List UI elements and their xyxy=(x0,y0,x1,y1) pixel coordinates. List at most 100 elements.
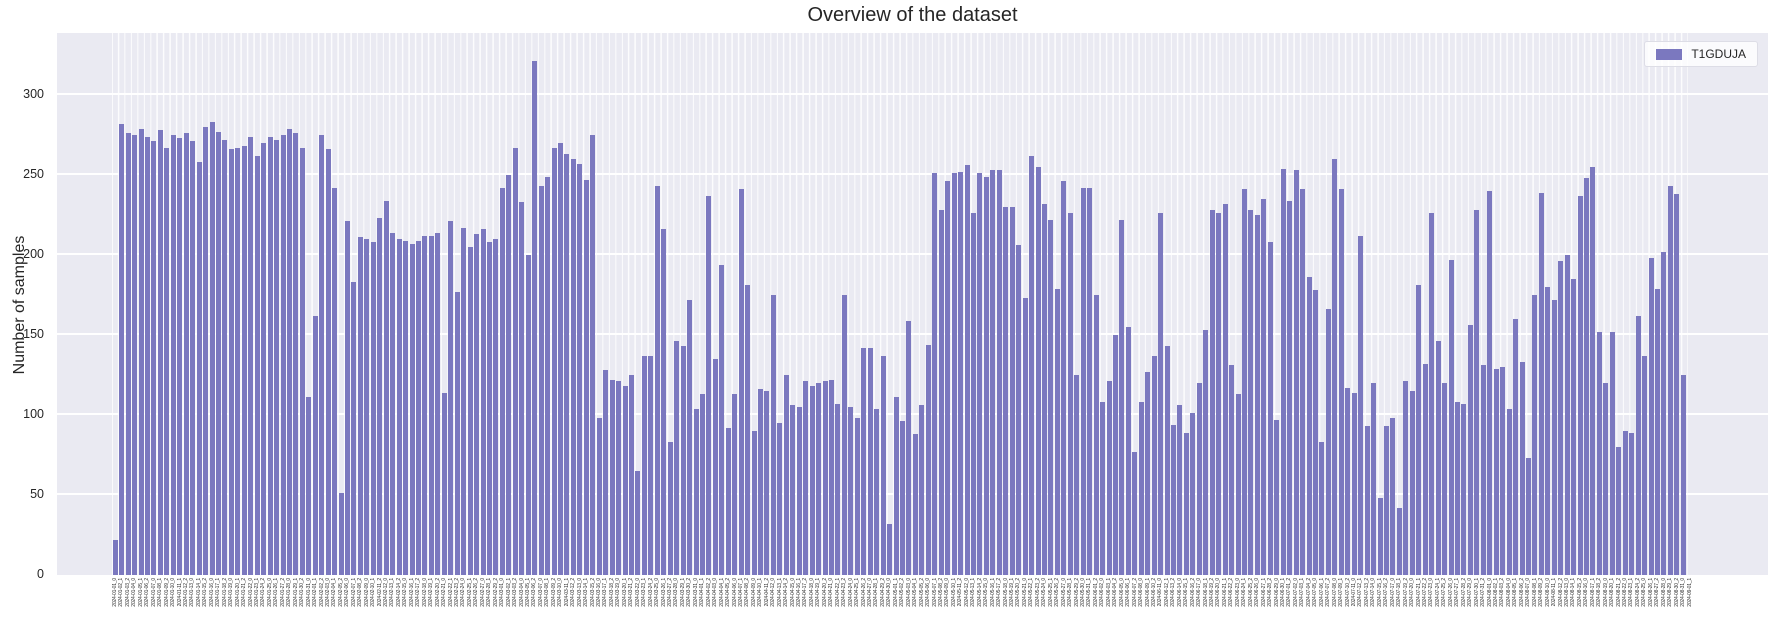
bar xyxy=(893,397,899,575)
bar xyxy=(880,355,886,575)
bar xyxy=(1041,203,1047,575)
bar-slot xyxy=(1616,33,1622,575)
bar xyxy=(1009,207,1015,575)
bar xyxy=(1674,194,1680,575)
bar xyxy=(758,389,764,575)
bar xyxy=(1596,331,1602,575)
bar xyxy=(519,202,525,575)
x-tick-label: 2024-01-19_0 xyxy=(228,578,235,607)
bar xyxy=(196,162,202,575)
bar-slot xyxy=(1628,33,1635,575)
bar xyxy=(654,186,660,575)
bar-slot xyxy=(1454,33,1460,575)
bar xyxy=(1345,387,1351,575)
bar-slot xyxy=(1674,33,1680,575)
bar xyxy=(628,375,634,575)
x-tick-label: 2024-03-06_2 xyxy=(531,578,538,607)
bar-slot xyxy=(596,33,602,575)
x-tick-label: 2024-06-09_1 xyxy=(1144,578,1151,607)
bar xyxy=(861,347,867,575)
y-tick-label: 0 xyxy=(37,567,44,581)
bar xyxy=(970,213,976,575)
x-tick-label: 2024-07-29_0 xyxy=(1467,578,1474,607)
x-tick-label: 2024-05-20_2 xyxy=(1015,578,1022,607)
bar-slot xyxy=(680,33,686,575)
bar-slot xyxy=(673,33,680,575)
bar xyxy=(241,146,247,575)
bar-slot xyxy=(454,33,460,575)
bar xyxy=(377,218,383,575)
bar-slot xyxy=(1164,33,1170,575)
bar-slot xyxy=(1661,33,1667,575)
bar xyxy=(1074,375,1080,575)
bar-slot xyxy=(1306,33,1312,575)
x-tick-label: 2024-01-21_2 xyxy=(241,578,248,607)
bar-slot xyxy=(880,33,886,575)
bar xyxy=(1403,381,1409,575)
bar xyxy=(299,147,305,575)
bar-slot xyxy=(641,33,647,575)
x-tick-label: 2024-01-30_2 xyxy=(299,578,306,607)
bar-slot xyxy=(796,33,802,575)
bar-slot xyxy=(131,33,138,575)
bar-slot xyxy=(506,33,512,575)
bar xyxy=(267,136,273,575)
bar-slot xyxy=(1325,33,1331,575)
bar-slot xyxy=(1293,33,1299,575)
bar xyxy=(190,141,196,575)
bar-slot xyxy=(1545,33,1551,575)
bar-slot xyxy=(635,33,641,575)
bar-slot xyxy=(996,33,1002,575)
bar xyxy=(1351,392,1357,575)
x-tick-label: 2024-05-04_1 xyxy=(912,578,919,607)
bar xyxy=(1158,213,1164,575)
bar-slot xyxy=(209,33,215,575)
bar xyxy=(487,242,492,575)
bar-slot xyxy=(377,33,383,575)
bar xyxy=(235,147,241,575)
bar xyxy=(1319,442,1325,575)
x-tick-label: 2024-04-04_1 xyxy=(718,578,725,607)
bar xyxy=(209,122,215,575)
x-tick-label: 2024-01-17_1 xyxy=(215,578,222,607)
bar-slot xyxy=(602,33,609,575)
bar-slot xyxy=(1215,33,1222,575)
bar xyxy=(874,408,880,575)
x-tick-label: 2024-03-04_0 xyxy=(518,578,525,607)
bar xyxy=(945,181,951,575)
x-tick-label: 2024-02-01_1 xyxy=(312,578,319,607)
bar-slot xyxy=(1138,33,1144,575)
bar xyxy=(1125,327,1131,575)
bar xyxy=(958,171,964,575)
x-tick-label: 2024-08-27_2 xyxy=(1654,578,1661,607)
x-tick-label: 2024-06-24_1 xyxy=(1241,578,1248,607)
bar xyxy=(493,239,499,575)
legend-swatch-icon xyxy=(1656,48,1683,60)
bar-slot xyxy=(396,33,402,575)
bar xyxy=(1112,335,1118,575)
bar-slot xyxy=(460,33,467,575)
bar-slot xyxy=(1048,33,1054,575)
bar xyxy=(132,135,138,575)
bar xyxy=(1609,331,1615,575)
bar xyxy=(1313,290,1318,575)
x-tick-label: 2024-05-18_0 xyxy=(1002,578,1009,607)
bar xyxy=(990,170,996,575)
y-tick-label: 150 xyxy=(23,327,44,341)
x-tick-label: 2024-04-28_1 xyxy=(873,578,880,607)
bar xyxy=(506,175,512,575)
x-tick-label: 2024-05-29_2 xyxy=(1073,578,1080,607)
bar-slot xyxy=(570,33,576,575)
bar-slot xyxy=(493,33,499,575)
bar xyxy=(745,285,751,575)
bar xyxy=(1500,367,1506,575)
bar-slot xyxy=(925,33,931,575)
bar xyxy=(1280,168,1286,575)
x-tick-label: 2024-03-19_0 xyxy=(615,578,622,607)
bar-slot xyxy=(564,33,570,575)
bar-slot xyxy=(1299,33,1306,575)
bar xyxy=(1364,426,1370,575)
bar-slot xyxy=(732,33,738,575)
bar xyxy=(1067,213,1073,575)
bar-slot xyxy=(273,33,280,575)
